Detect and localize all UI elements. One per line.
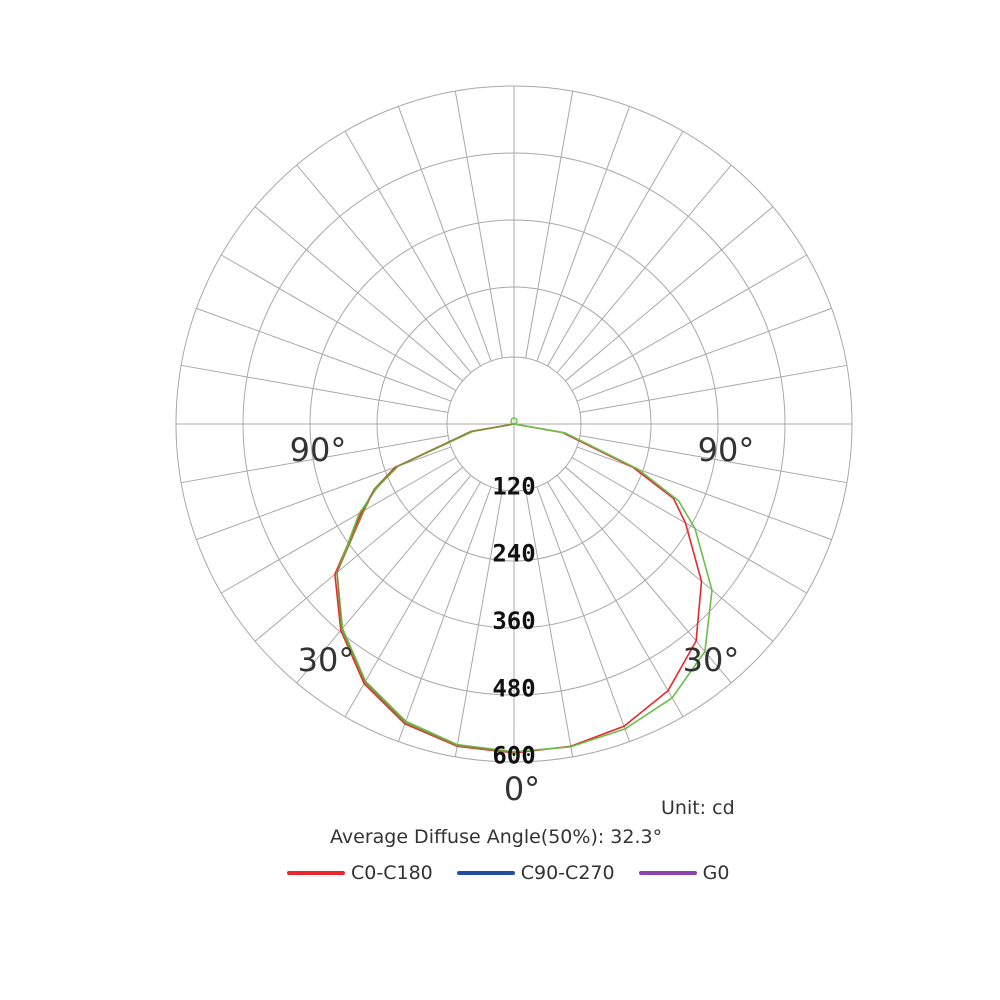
grid-spoke	[525, 91, 574, 359]
grid-spoke	[579, 435, 847, 484]
radial-tick-label-480: 480	[492, 674, 535, 702]
angle-label-right-30: 30°	[683, 641, 740, 679]
grid-spoke	[221, 254, 457, 391]
unit-label: Unit: cd	[661, 797, 735, 819]
radial-tick-label-240: 240	[492, 540, 535, 568]
grid-spoke	[454, 91, 503, 359]
grid-spoke	[296, 475, 472, 684]
grid-spoke	[254, 466, 463, 642]
grid-spoke	[296, 164, 472, 373]
legend-label-c90-c270: C90-C270	[520, 862, 615, 884]
legend-label-c0-c180: C0-C180	[351, 862, 433, 884]
grid-spoke	[397, 486, 492, 742]
grid-spoke	[196, 307, 452, 402]
grid-spoke	[565, 206, 774, 382]
angle-label-bottom-0: 0°	[504, 770, 540, 808]
radial-tick-labels: 120 240 360 480 600	[492, 472, 535, 769]
radial-tick-label-120: 120	[492, 472, 535, 500]
chart-labels: 90° 90° 30° 30° 0°	[290, 431, 755, 808]
diffuse-angle-text: Average Diffuse Angle(50%): 32.3°	[330, 826, 663, 848]
grid-spoke	[536, 106, 631, 362]
angle-label-right-90: 90°	[698, 431, 755, 469]
legend-swatch-g0	[638, 871, 697, 875]
legend-swatch-c90-c270	[456, 871, 515, 875]
legend-item-c90-c270[interactable]: C90-C270	[456, 862, 615, 884]
angle-label-left-90: 90°	[290, 431, 347, 469]
angle-label-left-30: 30°	[298, 641, 355, 679]
radial-tick-label-360: 360	[492, 607, 535, 635]
grid-spoke	[344, 131, 481, 367]
grid-spoke	[571, 457, 807, 594]
grid-spoke	[181, 435, 449, 484]
legend-label-g0: G0	[702, 862, 730, 884]
grid-spoke	[547, 481, 684, 717]
grid-spoke	[565, 466, 774, 642]
grid-spoke	[571, 254, 807, 391]
grid-spoke	[196, 446, 452, 541]
legend: C0-C180 C90-C270 G0	[287, 861, 753, 885]
series-line-3	[336, 423, 515, 754]
legend-item-g0[interactable]: G0	[638, 862, 730, 884]
grid-spoke	[181, 364, 449, 413]
grid-spoke	[344, 481, 481, 717]
grid-spoke	[525, 489, 574, 757]
grid-spoke	[221, 457, 457, 594]
grid-spoke	[536, 486, 631, 742]
grid-spoke	[454, 489, 503, 757]
grid-spoke	[579, 364, 847, 413]
grid-spoke	[547, 131, 684, 367]
grid-spoke	[576, 307, 832, 402]
grid-spoke	[254, 206, 463, 382]
grid-spoke	[397, 106, 492, 362]
radial-tick-label-600: 600	[492, 742, 535, 770]
grid-spoke	[556, 164, 732, 373]
center-marker	[510, 417, 518, 425]
grid-spoke	[556, 475, 732, 684]
grid-spoke	[576, 446, 832, 541]
legend-item-c0-c180[interactable]: C0-C180	[287, 862, 433, 884]
series-curves	[334, 417, 713, 754]
polar-grid	[175, 85, 853, 763]
legend-swatch-c0-c180	[287, 871, 345, 875]
